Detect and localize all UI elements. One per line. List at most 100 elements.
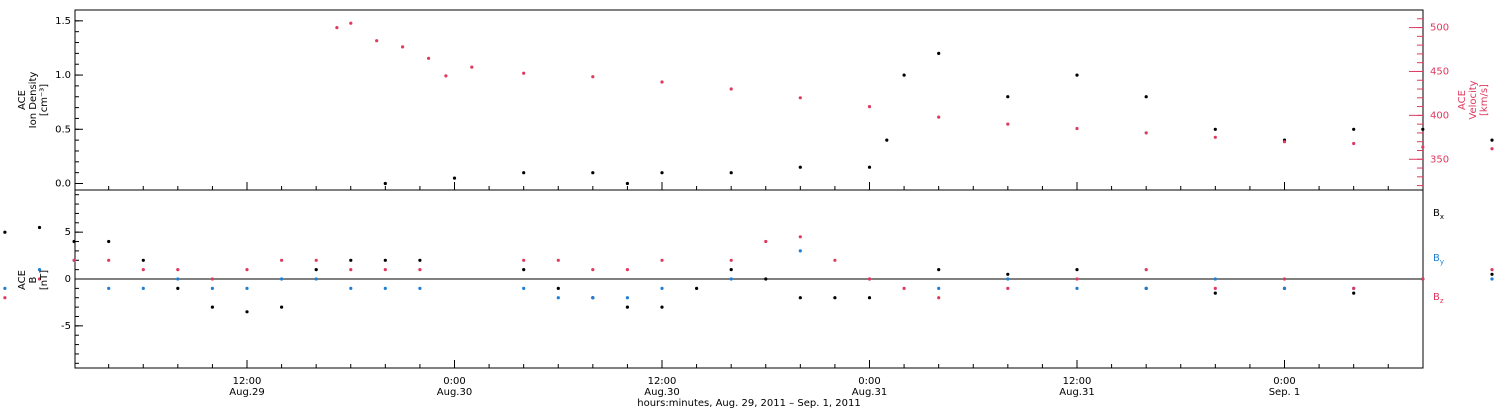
bx-point bbox=[245, 310, 249, 314]
by-point bbox=[141, 286, 145, 290]
velocity-point bbox=[1421, 145, 1425, 149]
bx-point bbox=[522, 268, 526, 272]
bx-point bbox=[37, 225, 42, 230]
velocity-point bbox=[444, 74, 448, 78]
bx-point bbox=[1006, 272, 1010, 276]
velocity-point bbox=[729, 87, 733, 91]
bx-point bbox=[1213, 291, 1217, 295]
density-point bbox=[867, 165, 872, 169]
bz-point bbox=[1421, 277, 1425, 281]
bz-point bbox=[1213, 286, 1217, 290]
density-point bbox=[937, 51, 941, 56]
velocity-point bbox=[335, 26, 339, 30]
density-point bbox=[1075, 73, 1079, 77]
density-tick-label: 1.5 bbox=[55, 16, 71, 27]
x-tick-time: 12:00 bbox=[233, 376, 262, 387]
bz-point bbox=[245, 268, 249, 272]
bz-point bbox=[764, 239, 768, 244]
bx-point bbox=[729, 268, 733, 272]
b-tick-label: 0 bbox=[65, 274, 71, 285]
velocity-tick-label: 500 bbox=[1430, 23, 1449, 34]
by-point bbox=[314, 277, 318, 281]
bz-point bbox=[522, 258, 526, 262]
bz-point bbox=[1282, 277, 1287, 281]
b-label-1: ACE bbox=[17, 270, 28, 290]
x-tick-date: Aug.30 bbox=[644, 387, 679, 398]
by-point bbox=[280, 277, 284, 281]
by-point bbox=[1075, 286, 1079, 290]
density-point bbox=[522, 171, 526, 175]
density-point bbox=[452, 176, 457, 180]
bz-point bbox=[798, 235, 802, 239]
bx-point bbox=[141, 258, 145, 262]
bz-point bbox=[1075, 277, 1079, 281]
velocity-point bbox=[427, 56, 431, 60]
density-point bbox=[1144, 95, 1148, 99]
by-series bbox=[3, 249, 1494, 300]
bx-point bbox=[764, 277, 768, 281]
bx-point bbox=[3, 230, 7, 234]
top-panel-frame bbox=[74, 9, 1424, 191]
by-point bbox=[383, 286, 387, 290]
velocity-point bbox=[1006, 122, 1010, 126]
by-point bbox=[937, 286, 941, 290]
b-label-3: [nT] bbox=[39, 270, 50, 290]
bx-point bbox=[210, 305, 214, 309]
density-tick-label: 1.0 bbox=[55, 70, 71, 81]
by-point bbox=[1006, 277, 1010, 281]
velocity-tick-label: 450 bbox=[1430, 66, 1449, 77]
by-point bbox=[591, 296, 595, 300]
velocity-axis: 350 400 450 500 bbox=[1409, 18, 1449, 187]
density-point bbox=[660, 171, 664, 175]
velocity-point bbox=[660, 80, 664, 84]
velocity-label-3: [km/s] bbox=[1479, 84, 1490, 116]
bz-point bbox=[625, 268, 630, 272]
density-point bbox=[625, 181, 630, 186]
density-point bbox=[591, 171, 595, 175]
by-point bbox=[522, 286, 526, 290]
bz-point bbox=[141, 268, 145, 272]
bx-point bbox=[349, 258, 353, 262]
by-point bbox=[729, 277, 733, 281]
x-tick-time: 0:00 bbox=[858, 376, 880, 387]
velocity-tick-label: 350 bbox=[1430, 154, 1449, 165]
bz-point bbox=[937, 296, 941, 300]
x-tick-time: 0:00 bbox=[443, 376, 465, 387]
by-point bbox=[556, 296, 560, 300]
velocity-series bbox=[335, 21, 1494, 151]
bz-point bbox=[1144, 268, 1148, 272]
bx-point bbox=[833, 296, 837, 300]
bx-series bbox=[3, 225, 1494, 314]
velocity-point bbox=[867, 105, 872, 109]
bx-point bbox=[107, 239, 111, 244]
legend-bz: Bz bbox=[1433, 292, 1444, 305]
x-tick-date: Aug.31 bbox=[1059, 387, 1094, 398]
velocity-point bbox=[1075, 126, 1079, 131]
bz-point bbox=[833, 258, 837, 262]
x-tick-time: 0:00 bbox=[1273, 376, 1295, 387]
bz-point bbox=[314, 258, 318, 262]
bz-point bbox=[591, 268, 595, 272]
bx-point bbox=[556, 286, 560, 290]
density-point bbox=[383, 181, 387, 186]
by-point bbox=[418, 286, 422, 290]
bx-point bbox=[625, 305, 630, 309]
bz-point bbox=[1006, 286, 1010, 290]
density-point bbox=[902, 73, 906, 77]
legend-by: By bbox=[1433, 253, 1444, 266]
velocity-point bbox=[1490, 147, 1494, 151]
by-point bbox=[625, 296, 630, 300]
x-axis: 12:00Aug.290:00Aug.3012:00Aug.300:00Aug.… bbox=[108, 182, 1389, 398]
by-point bbox=[1213, 277, 1217, 281]
bz-point bbox=[867, 277, 872, 281]
x-axis-label: hours:minutes, Aug. 29, 2011 – Sep. 1, 2… bbox=[637, 398, 860, 409]
velocity-point bbox=[401, 45, 405, 49]
legend-bx: Bx bbox=[1433, 208, 1444, 221]
by-point bbox=[1490, 277, 1494, 281]
x-tick-time: 12:00 bbox=[648, 376, 677, 387]
velocity-point bbox=[1352, 141, 1356, 146]
x-tick-date: Aug.30 bbox=[437, 387, 472, 398]
bz-point bbox=[383, 268, 387, 272]
bz-point bbox=[729, 258, 733, 262]
